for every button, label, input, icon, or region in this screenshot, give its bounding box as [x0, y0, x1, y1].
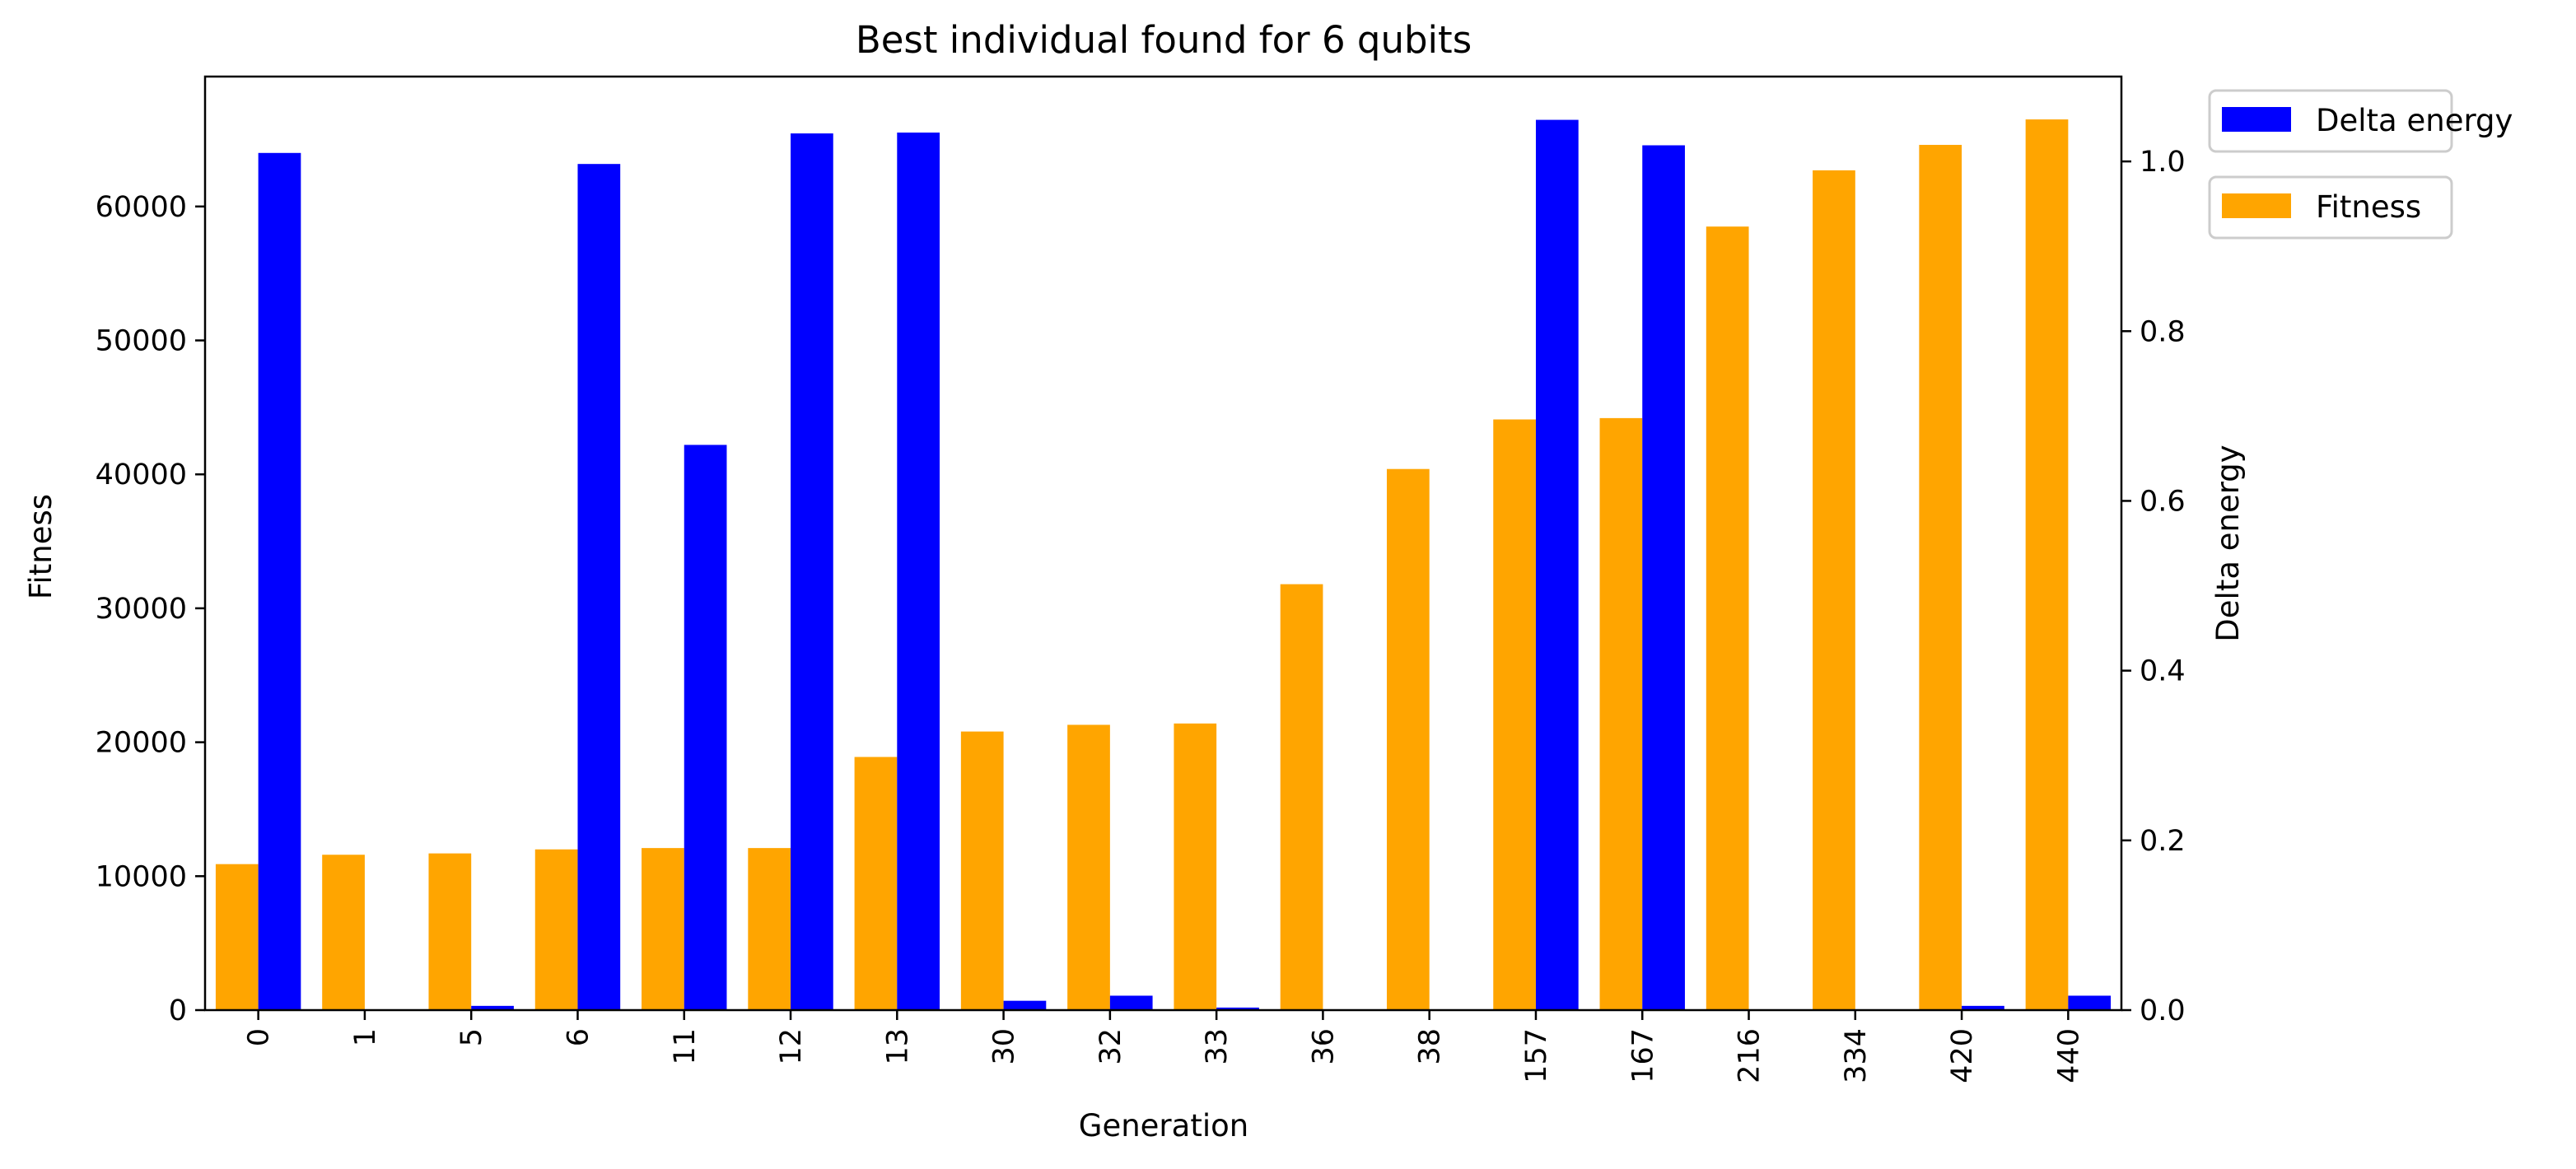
x-axis-label: Generation — [1079, 1108, 1248, 1143]
delta-energy-bar — [1109, 995, 1153, 1010]
delta-energy-bar — [258, 152, 301, 1010]
y-right-tick-label: 1.0 — [2140, 146, 2186, 179]
x-tick-label: 32 — [1094, 1028, 1127, 1065]
x-tick-label: 167 — [1626, 1028, 1659, 1083]
fitness-bar — [1919, 144, 1962, 1011]
x-tick-label: 1 — [349, 1028, 382, 1046]
x-tick-label: 36 — [1307, 1028, 1340, 1065]
delta-energy-bar — [684, 445, 727, 1010]
y-left-tick-label: 40000 — [96, 459, 187, 491]
legend-box-fitness — [2208, 175, 2453, 240]
x-tick-label: 13 — [881, 1028, 914, 1065]
fitness-bars — [215, 119, 2069, 1011]
chart-title: Best individual found for 6 qubits — [856, 18, 1472, 62]
fitness-bar — [322, 855, 365, 1010]
x-tick-label: 157 — [1520, 1028, 1553, 1083]
y-right-tick-label: 0.8 — [2140, 315, 2186, 348]
y-right-tick-label: 0.2 — [2140, 825, 2186, 858]
delta-energy-bar — [897, 133, 940, 1010]
y-left-tick-label: 60000 — [96, 191, 187, 224]
y-right-tick-label: 0.4 — [2140, 655, 2186, 688]
x-tick-label: 11 — [669, 1028, 702, 1065]
delta-energy-bar — [791, 133, 833, 1010]
delta-energy-bar — [2068, 995, 2112, 1010]
fitness-bar — [1174, 723, 1217, 1010]
y-left-tick-label: 20000 — [96, 727, 187, 760]
x-tick-label: 38 — [1414, 1028, 1447, 1065]
y-right-tick-label: 0.6 — [2140, 485, 2186, 518]
x-tick-label: 6 — [562, 1028, 595, 1046]
delta-energy-bar — [1535, 119, 1579, 1010]
y-left-tick-label: 10000 — [96, 860, 187, 893]
x-tick-label: 30 — [988, 1028, 1021, 1065]
delta-energy-bar — [1003, 1000, 1047, 1010]
y-left-tick-label: 50000 — [96, 325, 187, 358]
y-axis-right-label: Delta energy — [2210, 445, 2246, 641]
legend-label-fitness: Fitness — [2316, 189, 2421, 225]
fitness-bar — [1386, 468, 1430, 1010]
fitness-bar — [2025, 119, 2069, 1011]
fitness-bar — [1599, 417, 1643, 1010]
fitness-bar — [1280, 584, 1323, 1010]
fitness-bar — [1493, 419, 1536, 1011]
fitness-bar — [748, 848, 791, 1010]
delta-energy-bars — [258, 119, 2112, 1011]
x-tick-label: 334 — [1840, 1028, 1873, 1083]
x-tick-label: 216 — [1734, 1028, 1766, 1083]
fitness-bar — [1706, 226, 1749, 1010]
delta-energy-bar — [1216, 1007, 1259, 1010]
delta-energy-bar — [577, 164, 621, 1011]
fitness-bar — [1813, 170, 1855, 1011]
x-tick-label: 12 — [775, 1028, 808, 1065]
fitness-bar — [642, 848, 684, 1010]
legend: Delta energy Fitness — [2208, 89, 2513, 240]
y-right-tick-label: 0.0 — [2140, 994, 2186, 1027]
delta-energy-bar — [471, 1005, 514, 1010]
legend-box-delta — [2208, 89, 2453, 153]
fitness-bar — [1067, 724, 1110, 1010]
legend-swatch-fitness — [2222, 193, 2291, 218]
x-tick-label: 5 — [455, 1028, 488, 1046]
fitness-bar — [960, 731, 1004, 1010]
fitness-bar — [854, 757, 898, 1010]
fitness-bar — [215, 864, 259, 1010]
fitness-bar — [534, 849, 578, 1010]
delta-energy-bar — [1962, 1005, 2004, 1010]
y-left-tick-label: 0 — [169, 994, 187, 1027]
x-tick-label: 420 — [1946, 1028, 1979, 1083]
axes: 0 1 5 6 11 12 13 30 32 33 36 38 157 167 216 334 420 440 0 1… — [96, 75, 2186, 1083]
legend-label-delta-energy: Delta energy — [2316, 103, 2513, 138]
y-left-tick-label: 30000 — [96, 593, 187, 626]
fitness-bar — [428, 853, 472, 1010]
x-tick-label: 33 — [1201, 1028, 1234, 1065]
plot-frame — [203, 75, 2123, 1012]
y-axis-left-label: Fitness — [23, 494, 58, 599]
delta-energy-bar — [1642, 145, 1685, 1010]
legend-swatch-delta-energy — [2222, 107, 2291, 132]
x-tick-label: 440 — [2052, 1028, 2085, 1083]
x-tick-label: 0 — [243, 1028, 276, 1046]
